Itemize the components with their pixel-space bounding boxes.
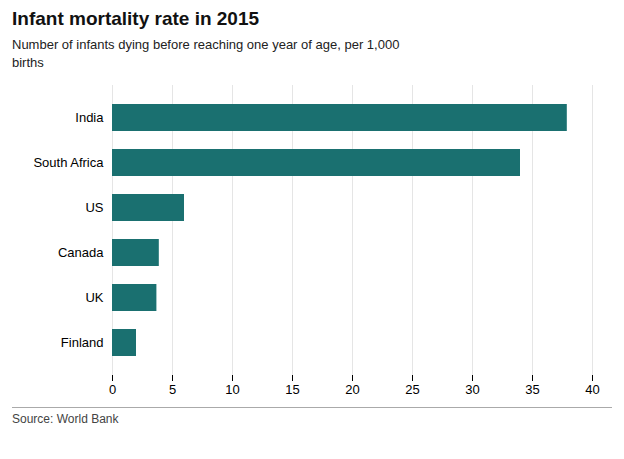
svg-text:UK: UK: [85, 290, 103, 305]
svg-text:0: 0: [109, 382, 116, 397]
svg-text:35: 35: [525, 382, 539, 397]
svg-text:40: 40: [585, 382, 599, 397]
html-text:Number of infants dying before: Number of infants dying before reaching …: [12, 37, 400, 70]
svg-text:US: US: [85, 200, 103, 215]
svg-text:India: India: [75, 110, 104, 125]
svg-text:25: 25: [405, 382, 419, 397]
svg-text:South Africa: South Africa: [33, 155, 104, 170]
html-text:Infant mortality rate in 2015: Infant mortality rate in 2015: [12, 8, 260, 29]
svg-text:Canada: Canada: [58, 245, 104, 260]
svg-text:5: 5: [169, 382, 176, 397]
html-text:Source: World Bank: Source: World Bank: [12, 412, 119, 427]
svg-text:15: 15: [285, 382, 299, 397]
svg-text:Finland: Finland: [61, 335, 104, 350]
svg-text:20: 20: [345, 382, 359, 397]
svg-text:10: 10: [225, 382, 239, 397]
svg-text:30: 30: [465, 382, 479, 397]
